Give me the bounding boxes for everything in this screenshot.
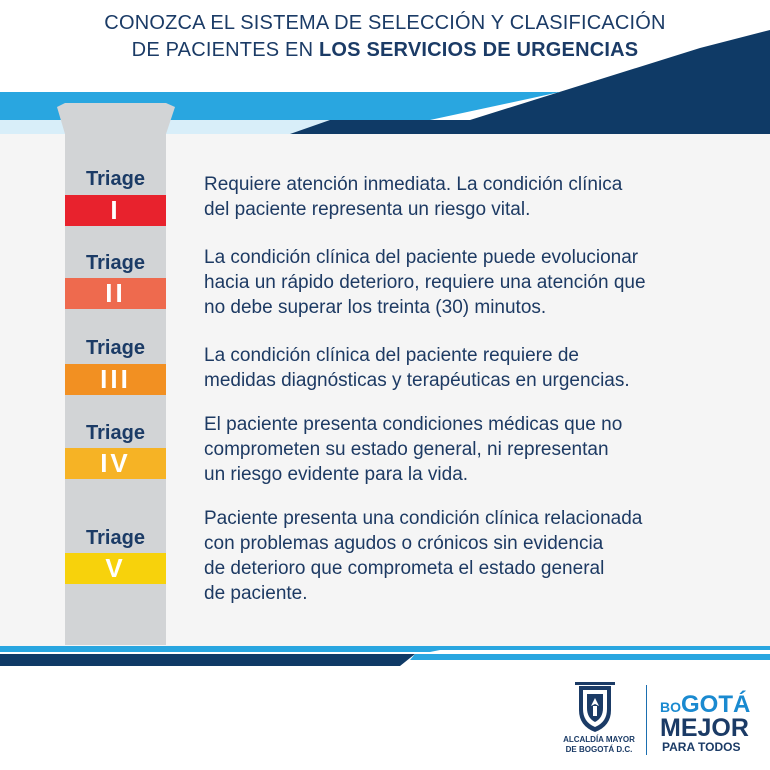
triage-description-3: La condición clínica del paciente requie… <box>204 343 749 393</box>
triage-label-1: Triage <box>86 168 145 190</box>
description-line: con problemas agudos o crónicos sin evid… <box>204 533 604 554</box>
description-line: medidas diagnósticas y terapéuticas en u… <box>204 370 630 391</box>
logo-divider <box>646 685 647 755</box>
triage-description-4: El paciente presenta condiciones médicas… <box>204 412 749 487</box>
description-line: de deterioro que comprometa el estado ge… <box>204 558 605 579</box>
alcaldia-line-1: ALCALDÍA MAYOR <box>563 735 635 744</box>
bogota-small: BO <box>660 699 681 715</box>
triage-level-2: II <box>65 278 166 309</box>
para-todos-wordmark: PARA TODOS <box>662 740 741 754</box>
description-line: La condición clínica del paciente requie… <box>204 345 579 366</box>
triage-description-2: La condición clínica del paciente puede … <box>204 245 749 320</box>
triage-label-4: Triage <box>86 422 145 444</box>
description-line: de paciente. <box>204 583 308 604</box>
triage-level-5: V <box>65 553 166 584</box>
description-line: Requiere atención inmediata. La condició… <box>204 174 623 195</box>
bogota-main: GOTÁ <box>681 691 751 718</box>
alcaldia-wordmark: ALCALDÍA MAYOR DE BOGOTÁ D.C. <box>556 735 642 755</box>
triage-label-5: Triage <box>86 527 145 549</box>
triage-label-3: Triage <box>86 337 145 359</box>
description-line: comprometen su estado general, ni repres… <box>204 439 609 460</box>
alcaldia-shield-icon <box>575 682 615 732</box>
description-line: del paciente representa un riesgo vital. <box>204 199 531 220</box>
description-line: Paciente presenta una condición clínica … <box>204 508 643 529</box>
title-line-2-regular: DE PACIENTES EN <box>131 39 319 61</box>
mejor-wordmark: MEJOR <box>660 714 749 742</box>
title-line-2: DE PACIENTES EN LOS SERVICIOS DE URGENCI… <box>0 37 770 64</box>
description-line: La condición clínica del paciente puede … <box>204 247 639 268</box>
description-line: no debe superar los treinta (30) minutos… <box>204 297 547 318</box>
triage-description-1: Requiere atención inmediata. La condició… <box>204 172 749 222</box>
alcaldia-line-2: DE BOGOTÁ D.C. <box>565 745 633 754</box>
title-line-1: CONOZCA EL SISTEMA DE SELECCIÓN Y CLASIF… <box>104 12 666 34</box>
triage-level-1: I <box>65 195 166 226</box>
description-line: El paciente presenta condiciones médicas… <box>204 414 623 435</box>
triage-level-3: III <box>65 364 166 395</box>
description-line: un riesgo evidente para la vida. <box>204 464 469 485</box>
description-line: hacia un rápido deterioro, requiere una … <box>204 272 646 293</box>
title-line-2-bold: LOS SERVICIOS DE URGENCIAS <box>318 39 639 61</box>
triage-level-4: IV <box>65 448 166 479</box>
triage-description-5: Paciente presenta una condición clínica … <box>204 506 749 606</box>
page-title: CONOZCA EL SISTEMA DE SELECCIÓN Y CLASIF… <box>0 10 770 64</box>
bogota-wordmark: BOGOTÁ <box>660 693 750 719</box>
triage-label-2: Triage <box>86 252 145 274</box>
